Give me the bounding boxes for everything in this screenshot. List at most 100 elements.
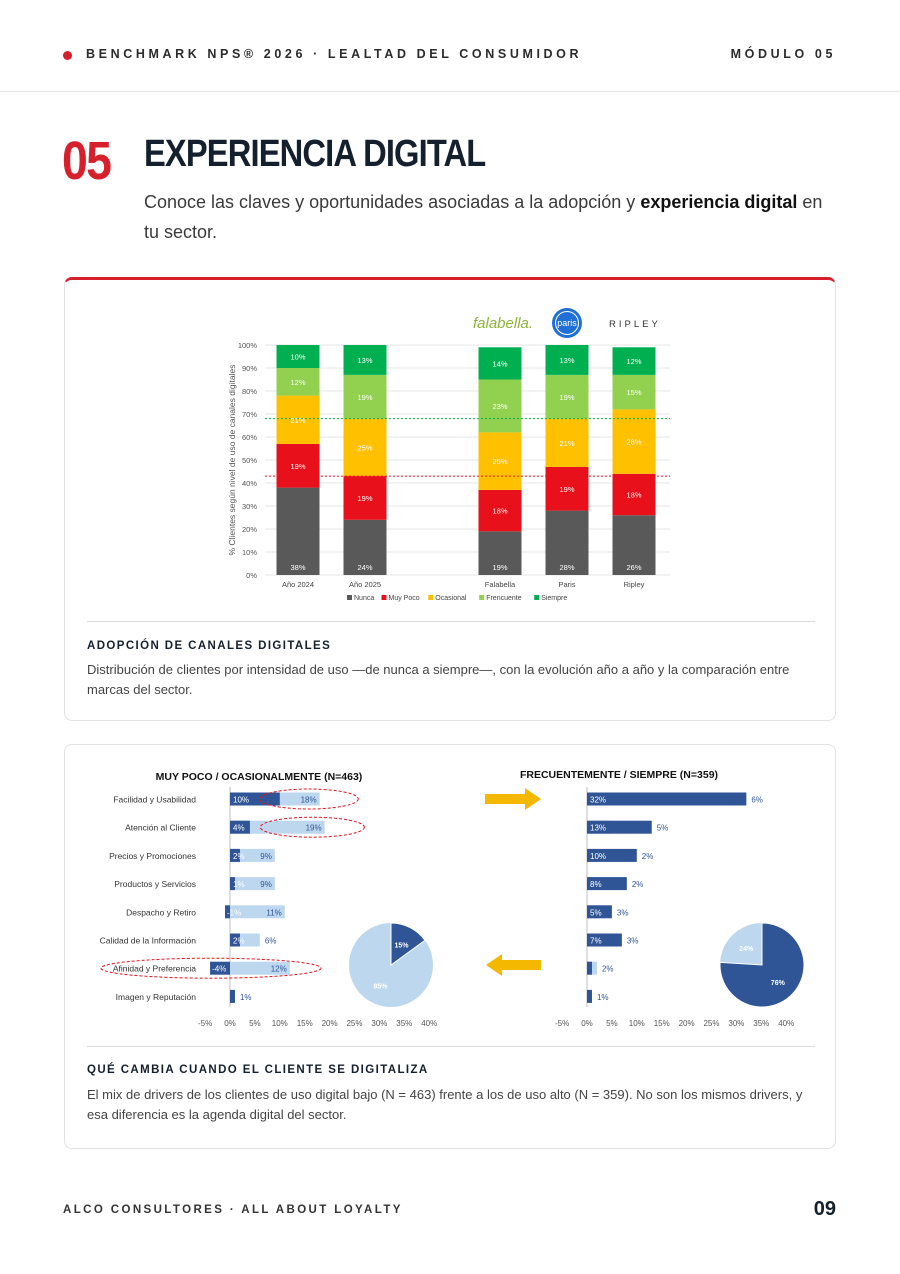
data-label: 8%: [590, 880, 602, 889]
pie-label: 24%: [739, 946, 754, 953]
data-label: 13%: [559, 356, 574, 365]
data-label: 13%: [357, 356, 372, 365]
data-label: 11%: [266, 908, 281, 917]
x-tick-label: Año 2024: [282, 580, 314, 589]
bar-light: [230, 961, 290, 975]
bar-segment: [343, 374, 387, 419]
bar-segment: [612, 374, 656, 410]
bar-dark: [587, 877, 627, 891]
section-title: EXPERIENCIA DIGITAL: [144, 133, 486, 175]
bar-segment: [545, 345, 589, 375]
x-tick-label: Ripley: [624, 580, 645, 589]
bar-dark: [587, 989, 592, 1003]
bar-segment: [343, 418, 387, 477]
low-usage-chart-title: MUY POCO / OCASIONALMENTE (N=463): [156, 771, 363, 783]
module-label: MÓDULO 05: [730, 47, 836, 61]
data-label: 21%: [290, 416, 305, 425]
data-label: 19%: [559, 485, 574, 494]
bar-segment: [612, 347, 656, 375]
data-label: 1%: [240, 993, 252, 1002]
y-tick-label: 90%: [242, 364, 257, 373]
y-tick-label: 40%: [242, 479, 257, 488]
x-tick-label: 20%: [322, 1019, 338, 1028]
data-label: 2%: [642, 852, 654, 861]
data-label: 2%: [632, 880, 644, 889]
bar-dark: [225, 905, 230, 919]
bar-dark: [587, 933, 622, 947]
legend-swatch: [428, 595, 434, 600]
bar-segment: [612, 409, 656, 474]
data-label: 1%: [597, 993, 609, 1002]
data-label: 5%: [657, 824, 669, 833]
y-tick-label: 30%: [242, 502, 257, 511]
pie-slice: [719, 922, 805, 1008]
page-number: 09: [813, 1198, 836, 1220]
x-tick-label: 5%: [249, 1019, 261, 1028]
category-label: Despacho y Retiro: [126, 907, 196, 917]
pie-label: 76%: [771, 980, 786, 987]
bar-segment: [612, 515, 656, 575]
data-label: 15%: [626, 388, 641, 397]
bar-segment: [545, 374, 589, 419]
adoption-stacked-chart: 0% 10% 20% 30% 40% 50% 60% 70% 80% 90% 100% 38% 19%…: [227, 308, 670, 602]
section-lead: Conoce las claves y oportunidades asocia…: [144, 187, 824, 247]
data-label: 18%: [301, 796, 317, 805]
data-label: 9%: [260, 852, 272, 861]
report-title: BENCHMARK NPS® 2026 · LEALTAD DEL CONSUM…: [86, 47, 583, 61]
data-label: 23%: [492, 402, 507, 411]
data-label: 25%: [357, 443, 372, 452]
data-label: 2%: [602, 965, 614, 974]
bar-dark: [230, 820, 250, 834]
bar-light: [230, 848, 275, 862]
data-label: 32%: [590, 796, 606, 805]
category-label: Atención al Cliente: [125, 823, 196, 833]
x-tick-label: 0%: [581, 1019, 593, 1028]
y-tick-label: 50%: [242, 456, 257, 465]
y-tick-label: 60%: [242, 433, 257, 442]
x-tick-label: 15%: [297, 1019, 313, 1028]
bar-segment: [276, 487, 320, 575]
legend-label: Ocasional: [435, 595, 467, 602]
data-label: 18%: [626, 491, 641, 500]
bar-segment: [478, 489, 522, 532]
x-tick-label: 25%: [346, 1019, 362, 1028]
data-label: 5%: [590, 908, 602, 917]
highlight-ellipse: [259, 816, 365, 838]
lead-bold: experiencia digital: [640, 192, 798, 212]
data-label: 1%: [233, 880, 245, 889]
legend-label: Nunca: [354, 595, 374, 602]
data-label: -4%: [212, 965, 226, 974]
x-tick-label: Año 2025: [349, 580, 381, 589]
data-label: 6%: [265, 937, 277, 946]
bar-segment: [545, 418, 589, 467]
card-title: QUÉ CAMBIA CUANDO EL CLIENTE SE DIGITALI…: [87, 1064, 429, 1076]
data-label: 19%: [357, 494, 372, 503]
bar-segment: [276, 443, 320, 488]
pie-label: 85%: [374, 984, 389, 991]
data-label: 28%: [559, 563, 574, 572]
data-label: 12%: [626, 357, 641, 366]
y-tick-label: 80%: [242, 387, 257, 396]
legend-label: Siempre: [541, 595, 567, 602]
bar-dark: [587, 848, 637, 862]
data-label: 4%: [233, 824, 245, 833]
legend-label: Frencuente: [486, 595, 522, 602]
x-tick-label: 5%: [606, 1019, 618, 1028]
category-label: Productos y Servicios: [114, 879, 196, 889]
x-tick-label: 40%: [778, 1019, 794, 1028]
highlight-ellipse: [259, 788, 359, 810]
data-label: 7%: [590, 937, 602, 946]
card-description: El mix de drivers de los clientes de uso…: [87, 1087, 803, 1122]
bar-segment: [478, 379, 522, 433]
data-label: 12%: [271, 965, 287, 974]
data-label: 18%: [492, 507, 507, 516]
data-label: 10%: [590, 852, 606, 861]
data-label: 3%: [627, 937, 639, 946]
category-label: Calidad de la Información: [100, 936, 197, 946]
x-tick-label: 15%: [654, 1019, 670, 1028]
category-label: Afinidad y Preferencia: [113, 964, 196, 974]
drivers-card: MUY POCO / OCASIONALMENTE (N=463) FRECUE…: [64, 744, 836, 1149]
section-number: 05: [62, 131, 112, 191]
bar-light: [230, 877, 275, 891]
bar-light: [230, 905, 285, 919]
